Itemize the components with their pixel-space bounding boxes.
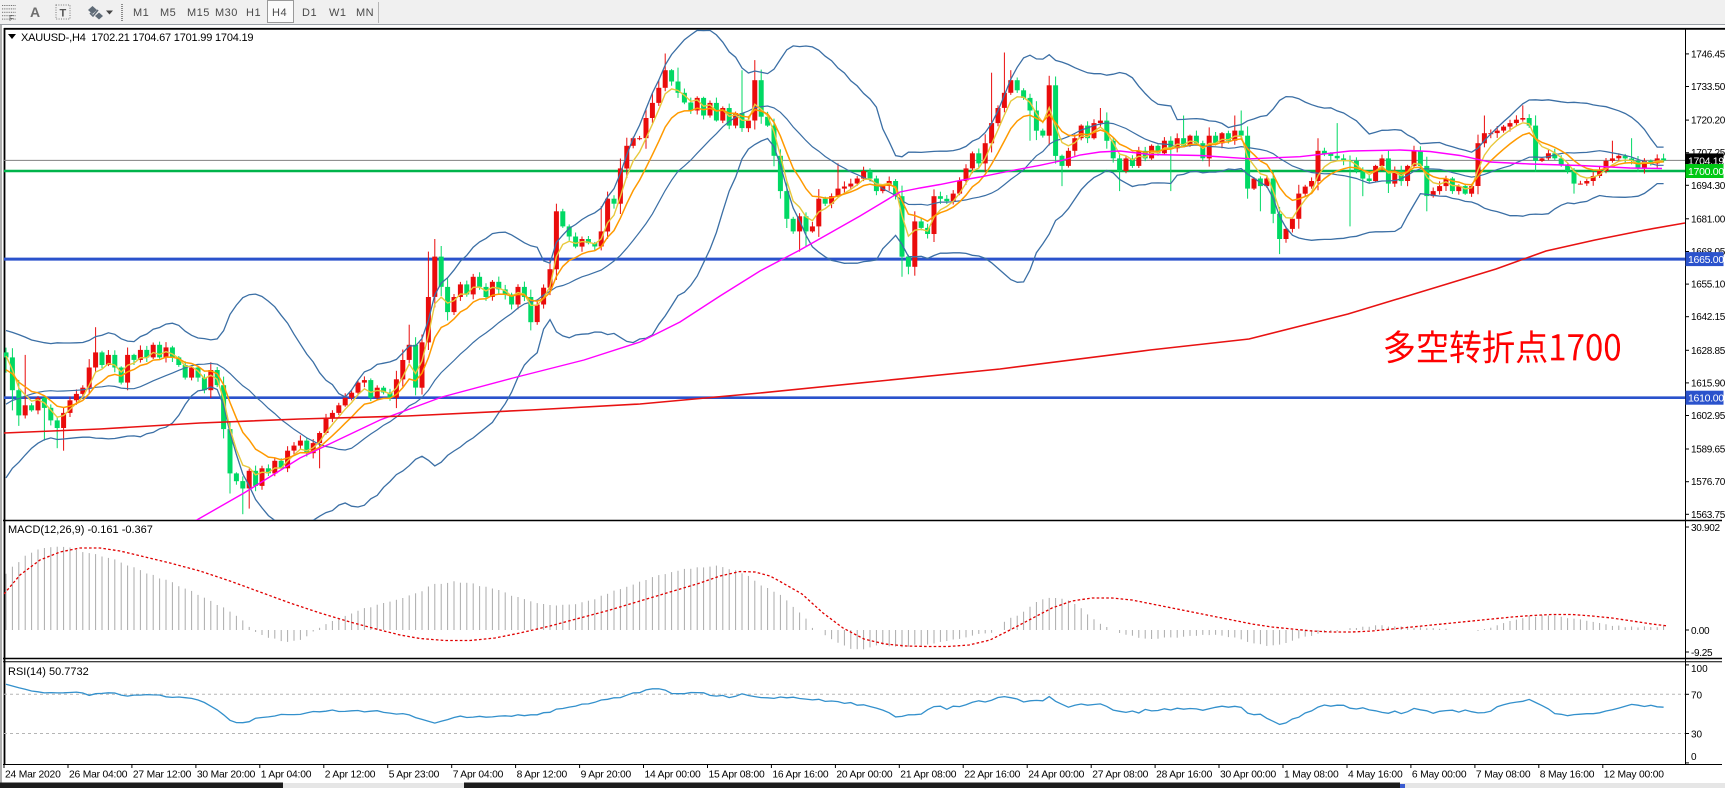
svg-text:20 Apr 00:00: 20 Apr 00:00 xyxy=(836,770,892,781)
svg-text:M30: M30 xyxy=(215,7,238,19)
svg-text:1615.90: 1615.90 xyxy=(1691,378,1725,389)
svg-text:70: 70 xyxy=(1691,690,1703,701)
svg-text:27 Mar 12:00: 27 Mar 12:00 xyxy=(133,770,192,781)
svg-text:7 May 08:00: 7 May 08:00 xyxy=(1476,770,1531,781)
svg-text:9 Apr 20:00: 9 Apr 20:00 xyxy=(581,770,632,781)
svg-text:12 May 00:00: 12 May 00:00 xyxy=(1604,770,1664,781)
svg-text:30 Apr 00:00: 30 Apr 00:00 xyxy=(1220,770,1276,781)
svg-text:6 May 00:00: 6 May 00:00 xyxy=(1412,770,1467,781)
svg-text:H1: H1 xyxy=(246,7,261,19)
svg-text:M1: M1 xyxy=(133,7,149,19)
svg-text:1733.50: 1733.50 xyxy=(1691,82,1725,93)
svg-text:16 Apr 16:00: 16 Apr 16:00 xyxy=(772,770,828,781)
svg-text:1720.20: 1720.20 xyxy=(1691,116,1725,127)
svg-text:1665.00: 1665.00 xyxy=(1688,254,1724,266)
svg-text:28 Apr 16:00: 28 Apr 16:00 xyxy=(1156,770,1212,781)
svg-text:1700.00: 1700.00 xyxy=(1688,166,1724,178)
svg-text:27 Apr 08:00: 27 Apr 08:00 xyxy=(1092,770,1148,781)
svg-text:1746.45: 1746.45 xyxy=(1691,49,1725,60)
svg-text:14 Apr 00:00: 14 Apr 00:00 xyxy=(645,770,701,781)
svg-text:MACD(12,26,9) -0.161 -0.367: MACD(12,26,9) -0.161 -0.367 xyxy=(8,524,153,536)
svg-text:22 Apr 16:00: 22 Apr 16:00 xyxy=(964,770,1020,781)
svg-text:MN: MN xyxy=(356,7,374,19)
svg-text:1628.85: 1628.85 xyxy=(1691,346,1725,357)
svg-text:8 Apr 12:00: 8 Apr 12:00 xyxy=(517,770,568,781)
svg-text:30: 30 xyxy=(1691,730,1703,741)
svg-text:4 May 16:00: 4 May 16:00 xyxy=(1348,770,1403,781)
svg-text:1 May 08:00: 1 May 08:00 xyxy=(1284,770,1339,781)
svg-text:30.902: 30.902 xyxy=(1691,523,1721,534)
svg-text:1681.00: 1681.00 xyxy=(1691,214,1725,225)
svg-text:T: T xyxy=(60,8,67,20)
svg-text:RSI(14) 50.7732: RSI(14) 50.7732 xyxy=(8,666,89,678)
svg-text:1563.75: 1563.75 xyxy=(1691,510,1725,521)
svg-text:1655.10: 1655.10 xyxy=(1691,280,1725,291)
svg-text:F: F xyxy=(9,14,14,23)
svg-text:7 Apr 04:00: 7 Apr 04:00 xyxy=(453,770,504,781)
svg-text:0.00: 0.00 xyxy=(1691,626,1710,637)
svg-text:M15: M15 xyxy=(187,7,210,19)
svg-text:H4: H4 xyxy=(272,7,287,19)
svg-text:-9.25: -9.25 xyxy=(1691,648,1713,659)
svg-text:D1: D1 xyxy=(302,7,317,19)
svg-text:A: A xyxy=(30,4,40,20)
svg-text:24 Mar 2020: 24 Mar 2020 xyxy=(5,770,61,781)
svg-text:1610.00: 1610.00 xyxy=(1688,393,1724,405)
svg-text:8 May 16:00: 8 May 16:00 xyxy=(1540,770,1595,781)
svg-text:24 Apr 00:00: 24 Apr 00:00 xyxy=(1028,770,1084,781)
svg-text:30 Mar 20:00: 30 Mar 20:00 xyxy=(197,770,256,781)
svg-text:2 Apr 12:00: 2 Apr 12:00 xyxy=(325,770,376,781)
svg-text:26 Mar 04:00: 26 Mar 04:00 xyxy=(69,770,128,781)
svg-text:1 Apr 04:00: 1 Apr 04:00 xyxy=(261,770,312,781)
svg-text:M5: M5 xyxy=(160,7,176,19)
svg-text:1602.95: 1602.95 xyxy=(1691,411,1725,422)
svg-text:100: 100 xyxy=(1691,664,1708,675)
svg-text:1694.30: 1694.30 xyxy=(1691,181,1725,192)
svg-text:1576.70: 1576.70 xyxy=(1691,477,1725,488)
svg-text:5 Apr 23:00: 5 Apr 23:00 xyxy=(389,770,440,781)
svg-text:XAUUSD-,H4 1702.21 1704.67 17: XAUUSD-,H4 1702.21 1704.67 1701.99 1704.… xyxy=(21,32,253,44)
svg-text:21 Apr 08:00: 21 Apr 08:00 xyxy=(900,770,956,781)
svg-text:0: 0 xyxy=(1691,752,1697,763)
svg-text:1642.15: 1642.15 xyxy=(1691,312,1725,323)
svg-text:1589.65: 1589.65 xyxy=(1691,445,1725,456)
svg-text:W1: W1 xyxy=(329,7,347,19)
svg-text:15 Apr 08:00: 15 Apr 08:00 xyxy=(709,770,765,781)
